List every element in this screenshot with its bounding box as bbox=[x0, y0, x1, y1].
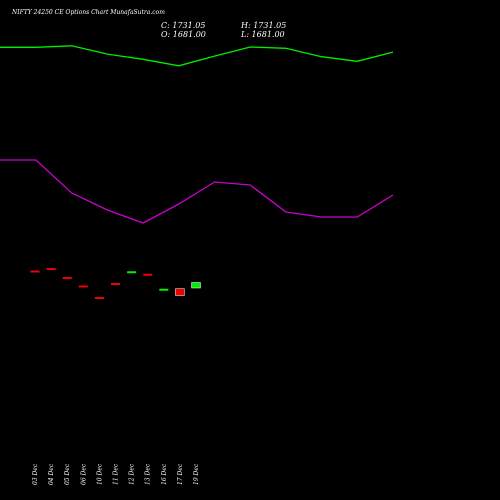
x-tick-label: 13 Dec bbox=[145, 463, 152, 485]
candle-body bbox=[62, 277, 72, 279]
candle-11-dec bbox=[111, 283, 120, 285]
candle-body bbox=[175, 288, 185, 296]
x-tick-label: 04 Dec bbox=[48, 463, 55, 485]
candle-body bbox=[30, 270, 40, 273]
x-tick-label: 17 Dec bbox=[177, 463, 184, 485]
candle-body bbox=[159, 288, 169, 291]
indicator-line-1 bbox=[0, 45, 394, 67]
candle-body bbox=[78, 285, 88, 288]
x-tick-label: 19 Dec bbox=[193, 463, 200, 485]
candle-13-dec bbox=[143, 273, 153, 276]
ohlc-open: O: 1681.00 bbox=[161, 30, 206, 39]
ohlc-low: L: 1681.00 bbox=[241, 30, 285, 39]
candle-06-dec bbox=[78, 285, 88, 288]
ohlc-high: H: 1731.05 bbox=[241, 21, 287, 30]
x-tick-label: 10 Dec bbox=[96, 463, 103, 485]
candle-body bbox=[111, 283, 120, 285]
x-tick-label: 05 Dec bbox=[64, 463, 71, 485]
candle-body bbox=[143, 273, 153, 276]
candle-04-dec bbox=[46, 268, 56, 270]
indicator-line-2 bbox=[0, 159, 394, 224]
candle-17-dec bbox=[175, 288, 185, 297]
x-tick-label: 03 Dec bbox=[32, 463, 39, 485]
candle-16-dec bbox=[159, 288, 169, 291]
ohlc-close: C: 1731.05 bbox=[161, 21, 206, 30]
candle-body bbox=[127, 271, 137, 274]
candle-03-dec bbox=[30, 270, 40, 273]
x-tick-label: 12 Dec bbox=[129, 463, 136, 485]
candle-body bbox=[94, 297, 104, 299]
candle-10-dec bbox=[94, 297, 104, 299]
candle-05-dec bbox=[62, 277, 72, 279]
x-tick-label: 16 Dec bbox=[161, 463, 168, 485]
chart-title: NIFTY 24250 CE Options Chart MunafaSutra… bbox=[12, 9, 165, 16]
x-tick-label: 11 Dec bbox=[113, 463, 120, 485]
candle-body bbox=[191, 282, 201, 289]
candle-body bbox=[46, 268, 56, 270]
candle-12-dec bbox=[127, 271, 137, 274]
x-tick-label: 06 Dec bbox=[80, 463, 87, 485]
candle-19-dec bbox=[191, 282, 201, 289]
